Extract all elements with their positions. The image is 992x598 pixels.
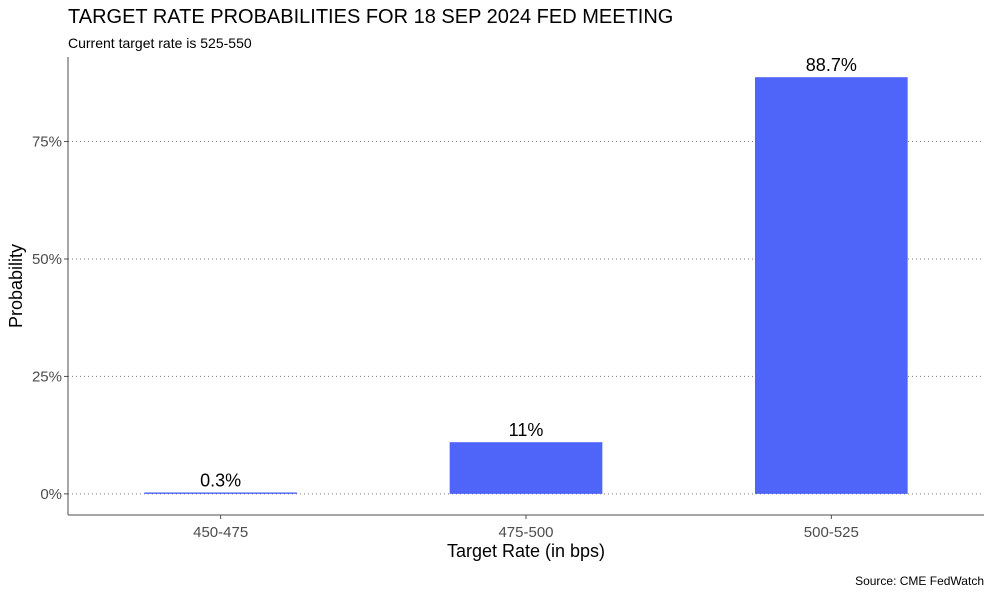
bars: [144, 77, 908, 494]
x-axis-title: Target Rate (in bps): [447, 541, 605, 561]
y-axis-title: Probability: [6, 244, 26, 328]
data-label: 0.3%: [200, 470, 241, 490]
x-tick-label: 500-525: [804, 524, 859, 541]
y-tick-label: 50%: [32, 251, 62, 268]
bar-475-500: [449, 442, 603, 494]
chart-subtitle: Current target rate is 525-550: [68, 35, 252, 51]
chart-caption: Source: CME FedWatch: [855, 574, 984, 588]
data-label: 88.7%: [806, 55, 857, 75]
data-label: 11%: [509, 420, 544, 440]
y-axis-ticks: 0% 25% 50% 75%: [32, 134, 68, 503]
y-tick-label: 0%: [40, 486, 62, 503]
y-tick-label: 75%: [32, 134, 62, 151]
x-tick-label: 475-500: [498, 524, 553, 541]
x-axis-ticks: 450-475 475-500 500-525: [193, 515, 859, 541]
data-labels: 0.3% 11% 88.7%: [200, 55, 857, 490]
bar-500-525: [755, 77, 908, 494]
x-tick-label: 450-475: [193, 524, 248, 541]
bar-450-475: [144, 492, 297, 494]
chart-title: TARGET RATE PROBABILITIES FOR 18 SEP 202…: [68, 6, 674, 28]
y-tick-label: 25%: [32, 368, 62, 385]
